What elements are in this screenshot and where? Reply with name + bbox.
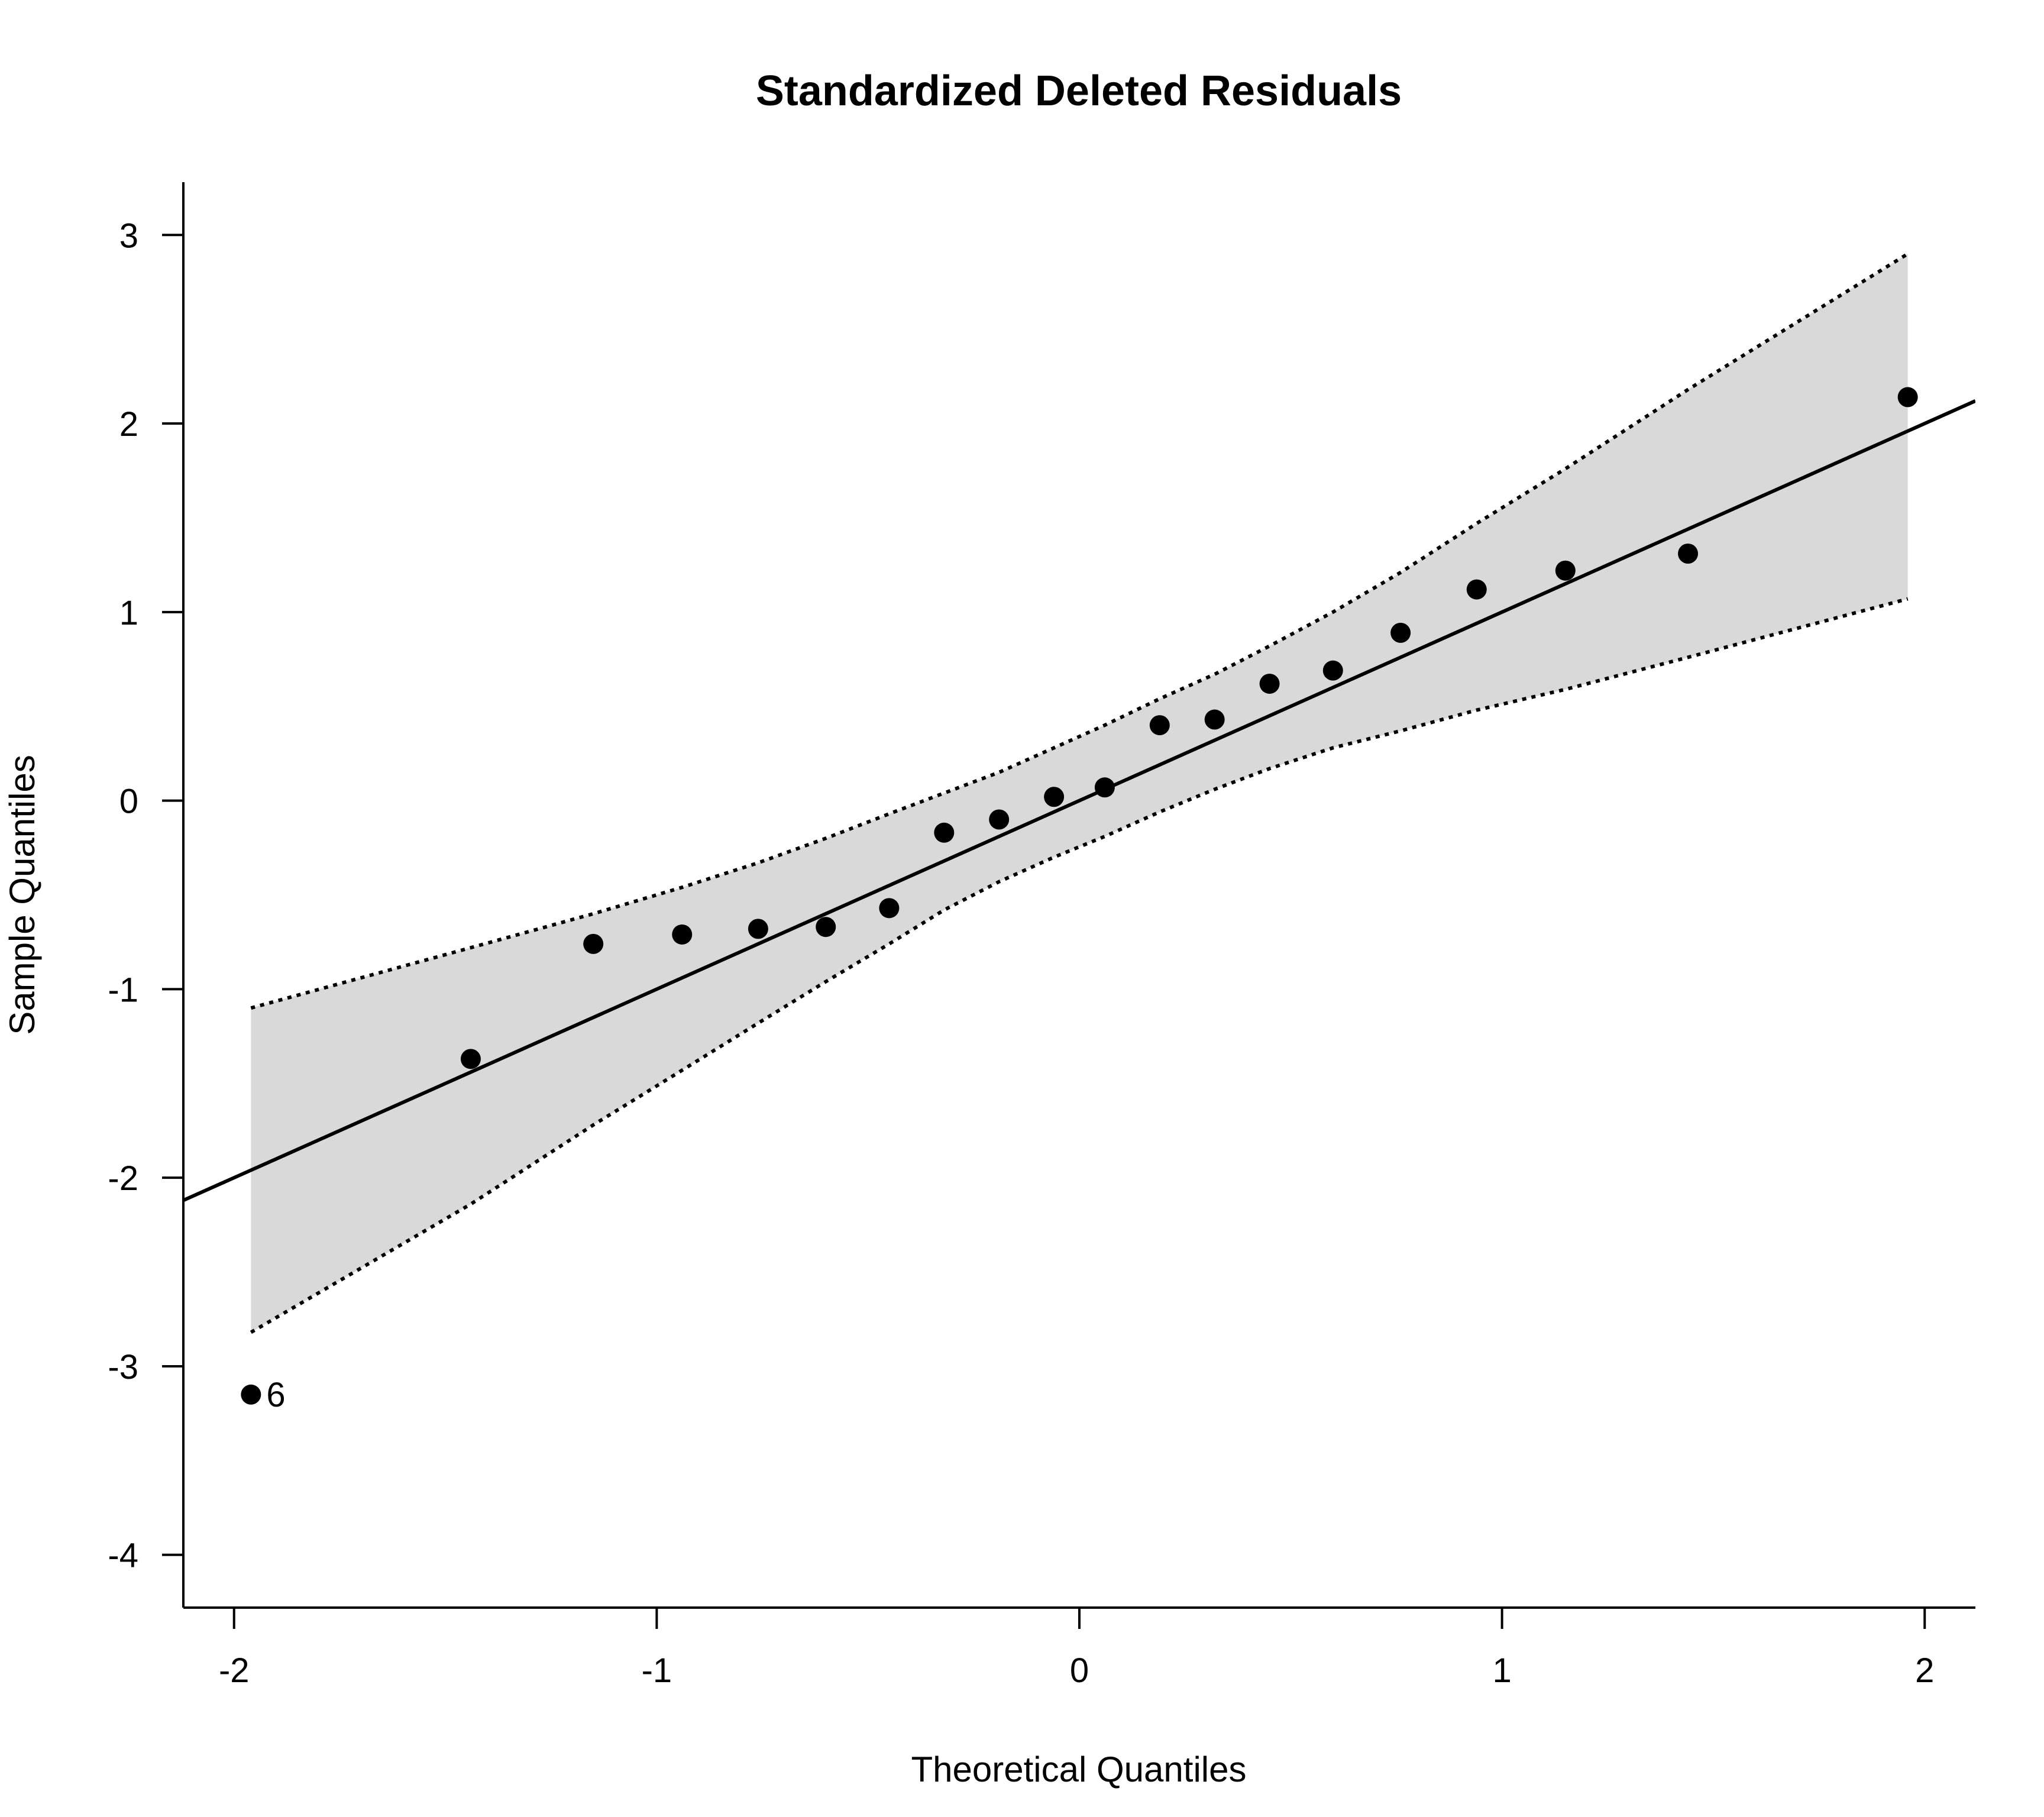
data-point-4 (672, 924, 693, 945)
data-point-12 (1149, 715, 1170, 736)
data-point-10 (1044, 787, 1065, 807)
data-point-1 (241, 1384, 261, 1405)
y-tick-label: -3 (108, 1348, 138, 1386)
reference-line (183, 399, 1975, 1202)
x-tick-label: -1 (642, 1651, 672, 1690)
y-tick-label: -2 (108, 1159, 138, 1198)
y-axis-label: Sample Quantiles (2, 755, 42, 1035)
data-point-3 (583, 933, 604, 954)
data-point-15 (1322, 660, 1343, 681)
y-tick-label: -1 (108, 971, 138, 1009)
band-upper-bound (250, 252, 1909, 1010)
data-point-11 (1094, 777, 1115, 798)
point-label: 6 (266, 1376, 285, 1414)
data-point-20 (1897, 387, 1918, 408)
x-tick-label: -2 (219, 1651, 250, 1690)
data-point-17 (1466, 579, 1487, 600)
x-axis-label: Theoretical Quantiles (911, 1750, 1247, 1789)
x-tick-label: 2 (1915, 1651, 1934, 1690)
data-point-19 (1678, 544, 1699, 564)
data-point-14 (1259, 673, 1280, 694)
data-point-8 (934, 822, 955, 843)
x-axis-ticks: -2 -1 0 1 2 (219, 1608, 1934, 1690)
y-tick-label: 3 (119, 216, 138, 255)
y-tick-label: 0 (119, 783, 138, 821)
data-point-2 (460, 1049, 481, 1069)
data-point-13 (1204, 709, 1225, 730)
data-point-18 (1555, 560, 1576, 581)
data-point-16 (1390, 622, 1411, 643)
x-tick-label: 1 (1492, 1651, 1511, 1690)
y-axis-ticks: -4 -3 -2 -1 0 1 2 3 (108, 216, 183, 1575)
x-tick-label: 0 (1070, 1651, 1089, 1690)
data-point-7 (879, 898, 900, 919)
data-point-9 (989, 809, 1010, 830)
y-tick-label: 1 (119, 594, 138, 632)
data-point-5 (748, 919, 768, 939)
plot-area: 6 (183, 252, 1975, 1414)
y-tick-label: 2 (119, 405, 138, 444)
chart-title: Standardized Deleted Residuals (756, 67, 1402, 115)
data-point-6 (816, 917, 836, 937)
confidence-band (251, 254, 1908, 1333)
y-tick-label: -4 (108, 1537, 138, 1575)
